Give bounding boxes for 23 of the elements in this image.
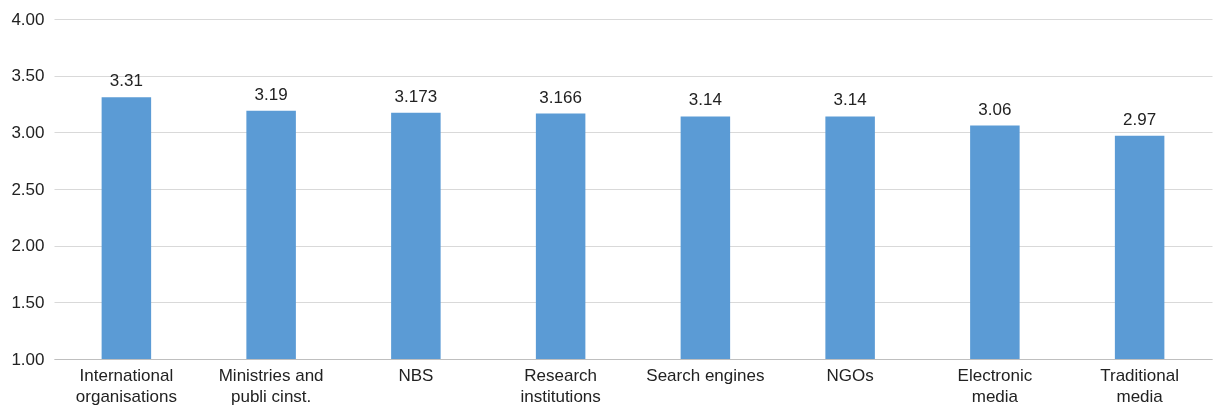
x-tick-label: International organisations — [75, 365, 177, 406]
y-tick-label: 4.00 — [11, 9, 45, 29]
y-tick-label: 3.50 — [11, 66, 45, 86]
data-label: 3.14 — [688, 90, 722, 110]
x-tick-label: NBS — [398, 365, 434, 385]
data-label: 3.06 — [978, 99, 1012, 119]
x-tick-label: Traditional media — [1100, 365, 1179, 406]
y-tick-label: 2.00 — [11, 236, 45, 256]
y-tick-label: 2.50 — [11, 179, 45, 199]
data-label: 3.173 — [394, 86, 438, 106]
data-label: 2.97 — [1123, 109, 1157, 129]
x-tick-label: Search engines — [646, 365, 765, 385]
data-label: 3.14 — [833, 90, 867, 110]
y-tick-label: 1.00 — [11, 349, 45, 369]
data-label: 3.166 — [539, 87, 582, 107]
x-tick-label: Ministries and publi cinst. — [218, 365, 324, 406]
y-tick-label: 3.00 — [11, 122, 45, 142]
y-tick-label: 1.50 — [11, 292, 45, 312]
x-tick-label: Electronic media — [957, 365, 1033, 406]
x-tick-label: NGOs — [826, 365, 874, 385]
data-label: 3.31 — [109, 71, 143, 91]
x-tick-label: Research institutions — [520, 365, 601, 406]
data-label: 3.19 — [254, 84, 288, 104]
